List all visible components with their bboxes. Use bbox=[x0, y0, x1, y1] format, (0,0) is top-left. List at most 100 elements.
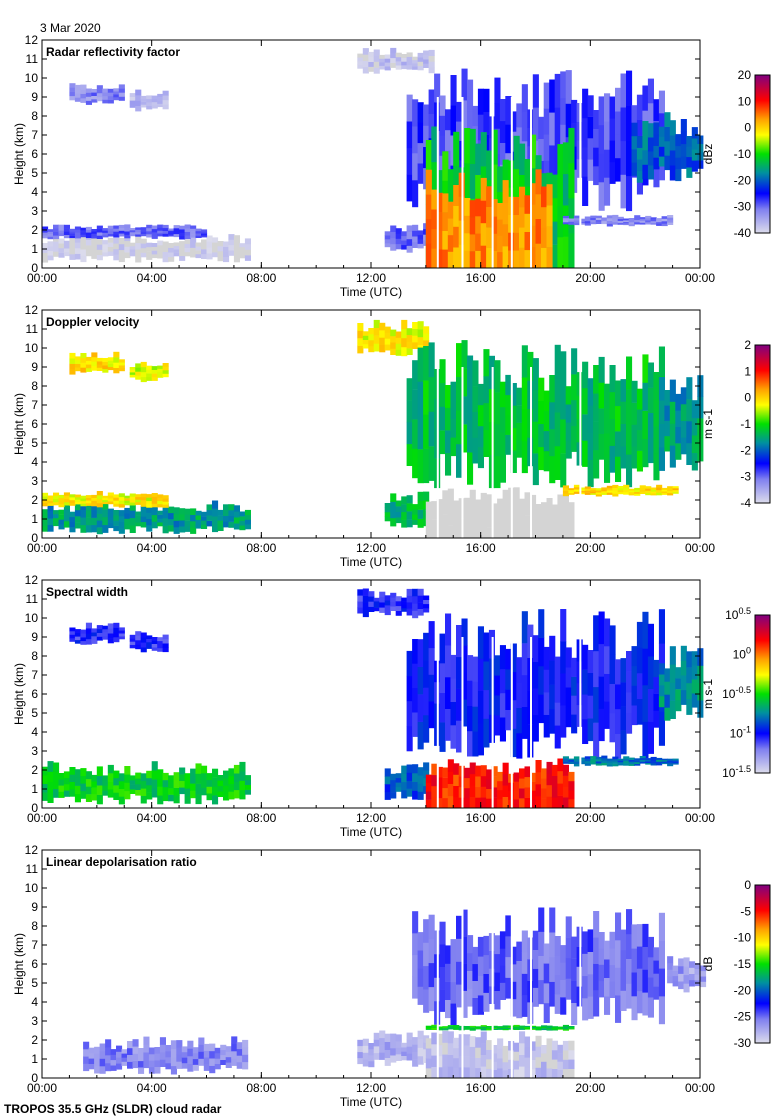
heatmap-cell bbox=[140, 773, 147, 782]
data-gap bbox=[530, 907, 533, 1078]
heatmap-cell bbox=[192, 1064, 199, 1071]
heatmap-cell bbox=[519, 1025, 526, 1027]
heatmap-cell bbox=[601, 492, 608, 495]
heatmap-cell bbox=[521, 440, 528, 474]
heatmap-cell bbox=[395, 1034, 402, 1042]
heatmap-cell bbox=[195, 233, 202, 236]
heatmap-cell bbox=[568, 492, 575, 495]
heatmap-cell bbox=[494, 675, 501, 696]
heatmap-cell bbox=[626, 933, 633, 959]
heatmap-cell bbox=[368, 61, 375, 67]
heatmap-cell bbox=[598, 382, 605, 409]
heatmap-cell bbox=[431, 528, 438, 539]
heatmap-cell bbox=[461, 963, 468, 991]
heatmap-cell bbox=[634, 489, 641, 492]
heatmap-cell bbox=[543, 983, 550, 1004]
heatmap-cell bbox=[439, 95, 446, 116]
heatmap-cell bbox=[557, 795, 564, 809]
heatmap-cell bbox=[198, 1037, 205, 1045]
heatmap-cell bbox=[667, 762, 674, 765]
heatmap-cell bbox=[447, 759, 454, 772]
data-gap bbox=[579, 637, 582, 808]
heatmap-cell bbox=[456, 656, 463, 689]
heatmap-cell bbox=[406, 121, 413, 149]
heatmap-cell bbox=[472, 681, 479, 707]
heatmap-cell bbox=[675, 410, 682, 427]
heatmap-cell bbox=[102, 524, 109, 533]
heatmap-cell bbox=[146, 638, 153, 643]
heatmap-cell bbox=[642, 685, 649, 722]
heatmap-cell bbox=[442, 777, 449, 789]
heatmap-cell bbox=[395, 238, 402, 245]
heatmap-cell bbox=[129, 252, 136, 257]
heatmap-cell bbox=[63, 244, 70, 249]
heatmap-cell bbox=[357, 1051, 364, 1059]
heatmap-cell bbox=[587, 996, 594, 1019]
heatmap-cell bbox=[195, 242, 202, 247]
heatmap-cell bbox=[497, 790, 504, 800]
heatmap-cell bbox=[675, 169, 682, 182]
y-tick-label: 3 bbox=[31, 204, 38, 218]
heatmap-cell bbox=[412, 764, 419, 774]
heatmap-cell bbox=[107, 225, 114, 229]
heatmap-cell bbox=[502, 489, 509, 503]
heatmap-cell bbox=[212, 508, 219, 517]
heatmap-cell bbox=[390, 62, 397, 68]
heatmap-cell bbox=[543, 714, 550, 738]
heatmap-cell bbox=[107, 508, 114, 514]
heatmap-cell bbox=[85, 92, 92, 97]
heatmap-cell bbox=[74, 769, 81, 778]
heatmap-cell bbox=[140, 496, 147, 501]
y-tick-label: 0 bbox=[31, 801, 38, 815]
heatmap-cell bbox=[568, 761, 575, 763]
heatmap-cell bbox=[129, 517, 136, 526]
x-tick-label: 16:00 bbox=[466, 271, 496, 285]
heatmap-cell bbox=[469, 1067, 476, 1079]
heatmap-cell bbox=[173, 795, 180, 804]
heatmap-cell bbox=[412, 790, 419, 800]
heatmap-cell bbox=[390, 592, 397, 598]
heatmap-cell bbox=[157, 371, 164, 375]
heatmap-cell bbox=[467, 970, 474, 989]
heatmap-cell bbox=[135, 778, 142, 785]
heatmap-cell bbox=[135, 784, 142, 790]
heatmap-cell bbox=[626, 909, 633, 935]
heatmap-cell bbox=[530, 772, 537, 782]
heatmap-cell bbox=[212, 237, 219, 243]
heatmap-cell bbox=[379, 54, 386, 59]
heatmap-cell bbox=[162, 230, 169, 234]
heatmap-cell bbox=[445, 613, 452, 646]
x-axis-label: Time (UTC) bbox=[340, 285, 402, 299]
heatmap-cells bbox=[42, 47, 704, 269]
heatmap-cell bbox=[653, 986, 660, 1000]
heatmap-cell bbox=[620, 990, 627, 1011]
heatmap-cell bbox=[519, 518, 526, 529]
colorbar-label: dBz bbox=[701, 144, 715, 165]
heatmap-cell bbox=[461, 990, 468, 1018]
heatmap-cell bbox=[510, 450, 517, 473]
heatmap-cell bbox=[584, 223, 591, 226]
heatmap-cell bbox=[530, 204, 537, 226]
heatmap-cell bbox=[639, 485, 646, 488]
heatmap-cell bbox=[568, 1028, 575, 1030]
heatmap-cell bbox=[562, 485, 569, 489]
heatmap-cell bbox=[453, 796, 460, 809]
heatmap-cell bbox=[423, 448, 430, 484]
heatmap-cell bbox=[157, 795, 164, 805]
heatmap-cell bbox=[384, 1049, 391, 1058]
heatmap-cell bbox=[546, 1068, 553, 1079]
heatmap-cell bbox=[162, 256, 169, 263]
heatmap-cell bbox=[560, 705, 567, 738]
heatmap-cell bbox=[63, 495, 70, 500]
heatmap-cell bbox=[524, 195, 531, 214]
heatmap-cell bbox=[453, 226, 460, 248]
heatmap-cell bbox=[412, 911, 419, 934]
heatmap-cell bbox=[102, 509, 109, 518]
heatmap-cell bbox=[615, 405, 622, 432]
heatmap-cell bbox=[486, 769, 493, 780]
heatmap-cell bbox=[406, 650, 413, 677]
heatmap-cell bbox=[636, 621, 643, 648]
heatmap-cell bbox=[562, 490, 569, 494]
heatmap-cell bbox=[368, 596, 375, 602]
heatmap-cell bbox=[519, 768, 526, 779]
